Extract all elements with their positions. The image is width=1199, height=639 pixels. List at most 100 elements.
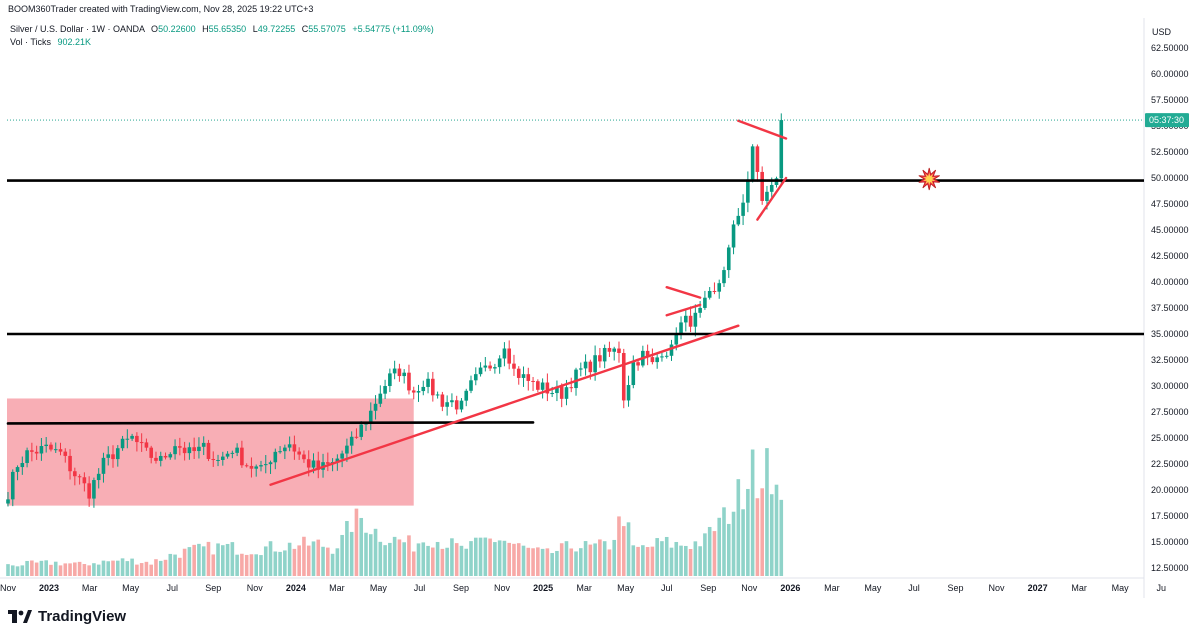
time-tick-label: Mar bbox=[1071, 583, 1087, 593]
volume-bar bbox=[211, 554, 216, 576]
price-tick-label: 22.50000 bbox=[1151, 459, 1189, 469]
volume-bar bbox=[359, 517, 364, 576]
volume-bar bbox=[82, 564, 87, 576]
candle-body bbox=[426, 378, 430, 387]
candle-body bbox=[493, 367, 497, 369]
candle-body bbox=[536, 381, 540, 390]
price-tick-label: 62.50000 bbox=[1151, 43, 1189, 53]
volume-bar bbox=[225, 543, 230, 576]
volume-bar bbox=[679, 545, 683, 576]
volume-bar bbox=[287, 542, 292, 576]
time-tick-label: 2024 bbox=[286, 583, 306, 593]
volume-bar bbox=[516, 543, 521, 576]
volume-bar bbox=[769, 494, 774, 576]
candle-body bbox=[578, 368, 583, 370]
time-tick-label: Mar bbox=[576, 583, 592, 593]
volume-bar bbox=[249, 554, 254, 576]
candle-body bbox=[645, 350, 650, 358]
time-tick-label: Mar bbox=[329, 583, 345, 593]
time-tick-label: Ju bbox=[1156, 583, 1166, 593]
volume-bar bbox=[774, 484, 779, 576]
price-tick-label: 42.50000 bbox=[1151, 251, 1189, 261]
candle-body bbox=[488, 365, 492, 369]
tradingview-brand[interactable]: TradingView bbox=[8, 608, 126, 625]
volume-bar bbox=[602, 541, 607, 576]
volume-bar bbox=[154, 559, 158, 576]
time-tick-label: 2026 bbox=[780, 583, 800, 593]
countdown-label: 05:37:30 bbox=[1149, 115, 1184, 125]
candle-body bbox=[679, 322, 683, 335]
candle-body bbox=[607, 347, 612, 352]
volume-bar bbox=[321, 546, 325, 576]
candle-body bbox=[464, 390, 469, 401]
volume-bar bbox=[674, 541, 679, 576]
time-tick-label: Sep bbox=[205, 583, 221, 593]
candle-body bbox=[755, 146, 760, 172]
volume-bar bbox=[230, 542, 235, 576]
volume-bar bbox=[440, 548, 445, 576]
candle-body bbox=[206, 442, 211, 459]
volume-bar bbox=[588, 544, 593, 576]
time-tick-label: Jul bbox=[908, 583, 920, 593]
volume-bar bbox=[316, 539, 321, 576]
currency-label: USD bbox=[1152, 27, 1172, 37]
candle-body bbox=[516, 368, 521, 378]
candle-body bbox=[77, 476, 82, 478]
volume-bar bbox=[388, 542, 392, 576]
price-tick-label: 27.50000 bbox=[1151, 407, 1189, 417]
volume-bar bbox=[741, 509, 745, 576]
candle-body bbox=[326, 462, 330, 464]
volume-bar bbox=[402, 542, 406, 576]
candle-body bbox=[82, 477, 87, 484]
candle-body bbox=[335, 458, 340, 463]
candle-body bbox=[6, 499, 10, 504]
candle-body bbox=[25, 450, 29, 464]
candle-body bbox=[765, 191, 769, 201]
volume-bar bbox=[49, 564, 53, 576]
price-tick-label: 12.50000 bbox=[1151, 563, 1189, 573]
volume-bar bbox=[502, 540, 507, 576]
volume-bar bbox=[340, 534, 344, 576]
volume-bar bbox=[483, 537, 488, 576]
volume-bar bbox=[101, 560, 106, 576]
candle-body bbox=[92, 480, 96, 499]
candle-body bbox=[712, 290, 717, 292]
time-tick-label: May bbox=[617, 583, 635, 593]
candle-body bbox=[225, 453, 230, 457]
volume-bar bbox=[130, 558, 134, 576]
candle-body bbox=[120, 438, 125, 449]
volume-bar bbox=[330, 553, 335, 576]
volume-bar bbox=[30, 560, 34, 576]
volume-bar bbox=[617, 516, 621, 576]
volume-bar bbox=[383, 545, 387, 576]
candle-body bbox=[583, 361, 588, 369]
volume-bar bbox=[564, 541, 569, 576]
volume-bar bbox=[335, 548, 340, 576]
candle-body bbox=[254, 466, 259, 469]
time-tick-label: Nov bbox=[494, 583, 511, 593]
volume-bar bbox=[493, 542, 497, 576]
candle-body bbox=[211, 458, 216, 461]
volume-bar bbox=[163, 559, 168, 576]
candle-body bbox=[502, 348, 507, 359]
candle-body bbox=[598, 355, 602, 362]
candle-body bbox=[373, 403, 378, 411]
time-tick-label: Mar bbox=[824, 583, 840, 593]
candle-body bbox=[73, 471, 77, 477]
time-tick-label: Sep bbox=[947, 583, 963, 593]
candle-body bbox=[507, 348, 511, 364]
change-value: +5.54775 (+11.09%) bbox=[352, 24, 434, 34]
candle-body bbox=[388, 373, 392, 387]
time-tick-label: Nov bbox=[741, 583, 758, 593]
volume-bar bbox=[655, 538, 659, 576]
candle-body bbox=[34, 451, 39, 454]
candle-body bbox=[621, 353, 626, 401]
volume-bar bbox=[273, 551, 278, 576]
volume-bar bbox=[488, 538, 492, 576]
volume-bar bbox=[641, 545, 645, 576]
price-tick-label: 17.50000 bbox=[1151, 511, 1189, 521]
candle-body bbox=[703, 297, 707, 308]
candle-body bbox=[216, 459, 220, 461]
volume-bar bbox=[650, 546, 655, 576]
